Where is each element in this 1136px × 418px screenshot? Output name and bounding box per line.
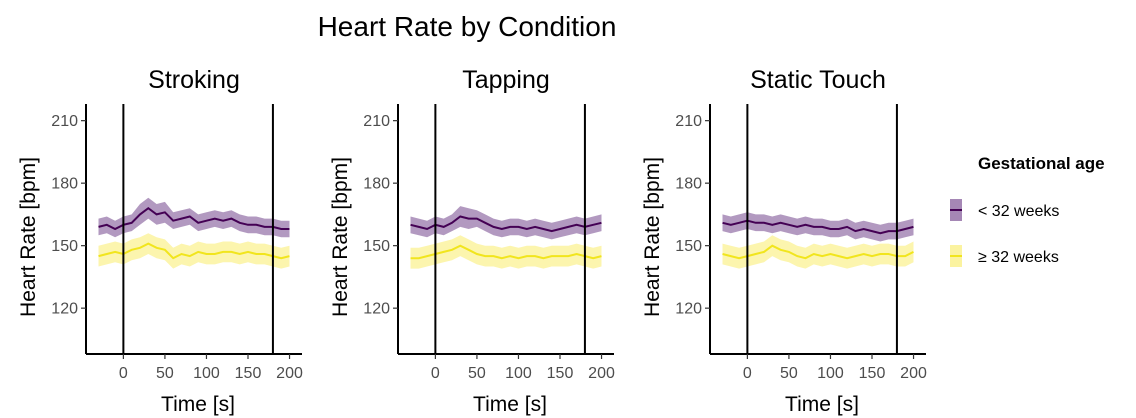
panel-1: Stroking 120 150 180 210 0 50 100 150 200 Time [s]… xyxy=(17,66,303,416)
line-series-1 xyxy=(722,219,914,235)
x-axis-label: Time [s] xyxy=(161,393,235,416)
y-tick-label: 180 xyxy=(675,176,702,193)
x-tick-label: 50 xyxy=(780,365,798,382)
y-tick-label: 210 xyxy=(675,113,702,130)
ribbon-series-1 xyxy=(410,206,602,240)
panel-title: Stroking xyxy=(148,66,240,94)
x-tick-label: 200 xyxy=(900,365,927,382)
x-tick-label: 0 xyxy=(431,365,440,382)
y-tick-label: 150 xyxy=(51,238,78,255)
panel-title: Static Touch xyxy=(750,66,886,94)
panel-title: Tapping xyxy=(462,66,550,94)
chart-panels: Stroking 120 150 180 210 0 50 100 150 200 Time [s]… xyxy=(17,66,927,416)
ribbon-series-2 xyxy=(410,235,602,269)
line-series-1 xyxy=(98,206,290,231)
x-tick-label: 100 xyxy=(193,365,220,382)
y-tick-label: 210 xyxy=(363,113,390,130)
panel-2: Tapping 120 150 180 210 0 50 100 150 200 Time [s] H… xyxy=(329,66,615,416)
ribbon-series-2 xyxy=(722,235,914,269)
line-series-1 xyxy=(410,215,602,233)
y-axis-label: Heart Rate [bpm] xyxy=(641,157,664,317)
ribbon-series-1 xyxy=(98,197,290,238)
y-tick-label: 210 xyxy=(51,113,78,130)
panel-3: Static Touch 120 150 180 210 0 50 100 150 200 Time… xyxy=(641,66,927,416)
y-tick-label: 120 xyxy=(363,301,390,318)
x-tick-label: 150 xyxy=(235,365,262,382)
legend-label: < 32 weeks xyxy=(978,203,1059,220)
x-axis-label: Time [s] xyxy=(785,393,859,416)
line-series-2 xyxy=(98,242,290,260)
x-tick-label: 150 xyxy=(547,365,574,382)
x-tick-label: 100 xyxy=(817,365,844,382)
x-tick-label: 200 xyxy=(276,365,303,382)
x-tick-label: 0 xyxy=(743,365,752,382)
x-axis-label: Time [s] xyxy=(473,393,547,416)
y-tick-label: 120 xyxy=(675,301,702,318)
legend-title: Gestational age xyxy=(978,154,1105,173)
y-tick-label: 150 xyxy=(363,238,390,255)
figure-title: Heart Rate by Condition xyxy=(318,11,617,42)
y-axis-label: Heart Rate [bpm] xyxy=(17,157,40,317)
y-axis-label: Heart Rate [bpm] xyxy=(329,157,352,317)
x-tick-label: 50 xyxy=(156,365,174,382)
legend-label: ≥ 32 weeks xyxy=(978,249,1059,266)
x-tick-label: 0 xyxy=(119,365,128,382)
legend: Gestational age < 32 weeks ≥ 32 weeks xyxy=(950,154,1105,267)
line-series-2 xyxy=(722,244,914,260)
x-tick-label: 150 xyxy=(859,365,886,382)
line-series-2 xyxy=(410,244,602,260)
y-tick-label: 120 xyxy=(51,301,78,318)
y-tick-label: 150 xyxy=(675,238,702,255)
y-tick-label: 180 xyxy=(363,176,390,193)
x-tick-label: 100 xyxy=(505,365,532,382)
x-tick-label: 200 xyxy=(588,365,615,382)
ribbon-series-2 xyxy=(98,233,290,269)
y-tick-label: 180 xyxy=(51,176,78,193)
x-tick-label: 50 xyxy=(468,365,486,382)
